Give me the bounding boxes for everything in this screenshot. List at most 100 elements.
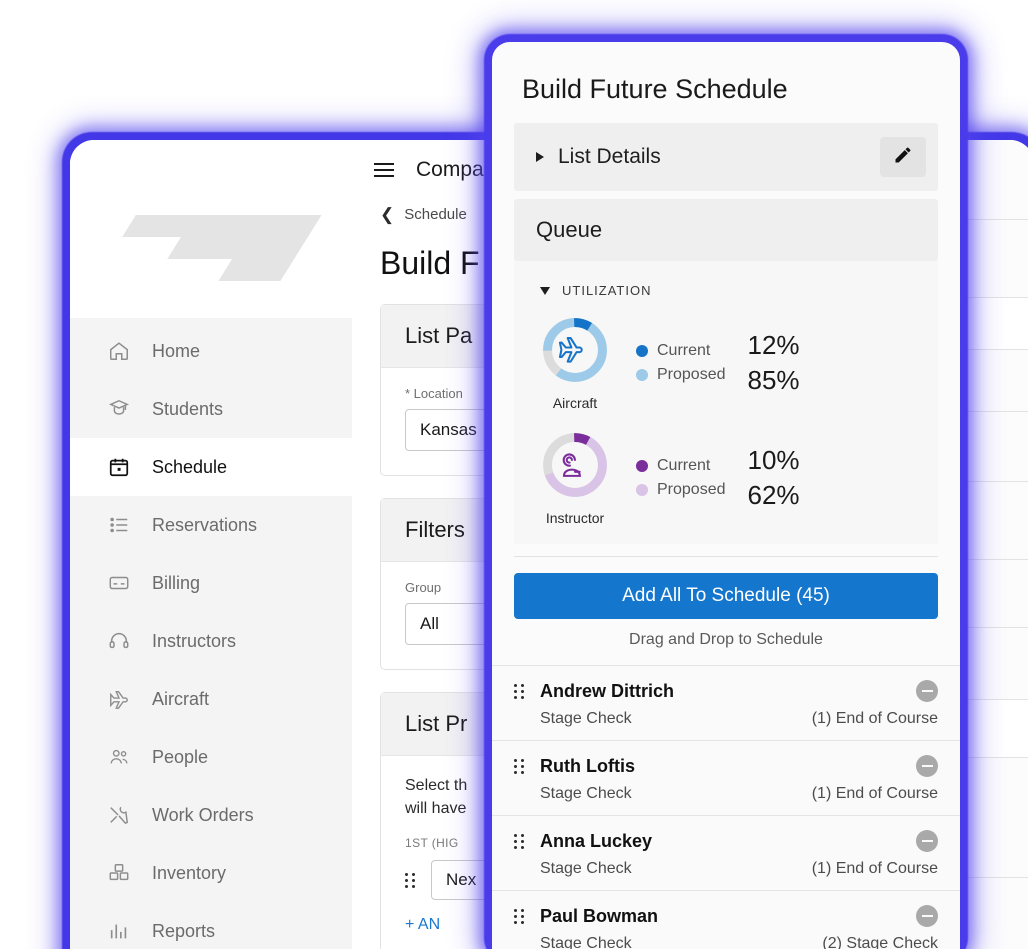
queue-item-subtitle: Stage Check <box>540 785 632 802</box>
pencil-icon <box>893 145 913 170</box>
queue-list-item[interactable]: Anna Luckey Stage Check (1) End of Cours… <box>492 815 960 890</box>
sidebar-item-label: Aircraft <box>152 688 210 709</box>
sidebar-item-home[interactable]: Home <box>70 322 352 380</box>
people-icon <box>108 746 130 768</box>
sidebar-item-label: Schedule <box>152 456 228 477</box>
aircraft-current-value: 12% <box>747 330 800 360</box>
queue-item-detail: (1) End of Course <box>811 710 938 727</box>
utilization-label: UTILIZATION <box>562 283 652 298</box>
divider <box>514 556 938 557</box>
page-title: Build F <box>380 245 480 281</box>
queue-item-detail: (1) End of Course <box>811 860 938 877</box>
minus-circle-icon[interactable] <box>916 680 938 702</box>
legend-label: Proposed <box>657 365 726 383</box>
utilization-row-aircraft: Aircraft Current Proposed 12% 85% <box>536 314 916 411</box>
drag-handle-icon[interactable] <box>514 833 526 849</box>
legend-dot-proposed <box>636 368 648 381</box>
headset-icon <box>108 630 130 652</box>
legend-label: Proposed <box>657 480 726 498</box>
queue-item-detail: (2) Stage Check <box>822 935 938 949</box>
sidebar-item-instructors[interactable]: Instructors <box>70 612 352 670</box>
queue-list-item[interactable]: Andrew Dittrich Stage Check (1) End of C… <box>492 665 960 740</box>
caret-right-icon[interactable] <box>536 152 544 162</box>
minus-circle-icon[interactable] <box>916 755 938 777</box>
minus-circle-icon[interactable] <box>916 830 938 852</box>
queue-item-name: Ruth Loftis <box>540 755 635 776</box>
list-icon <box>108 514 130 536</box>
drag-handle-icon[interactable] <box>514 758 526 774</box>
sidebar-item-people[interactable]: People <box>70 728 352 786</box>
location-field-label: * Location <box>405 386 463 401</box>
queue-item-subtitle: Stage Check <box>540 935 632 949</box>
build-future-schedule-panel: Build Future Schedule List Details Queue… <box>492 42 960 949</box>
boxes-icon <box>108 862 130 884</box>
queue-list-item[interactable]: Ruth Loftis Stage Check (1) End of Cours… <box>492 740 960 815</box>
bar-chart-icon <box>108 920 130 942</box>
utilization-section-header[interactable]: UTILIZATION <box>536 275 916 304</box>
sidebar-item-inventory[interactable]: Inventory <box>70 844 352 902</box>
sidebar-item-label: People <box>152 746 209 767</box>
caret-down-icon[interactable] <box>540 286 550 295</box>
legend-dot-proposed <box>636 483 648 496</box>
aircraft-legend: Current Proposed <box>636 342 726 384</box>
instructor-current-value: 10% <box>747 445 800 475</box>
sidebar: Home Students Schedule Reservations Bill <box>70 140 352 949</box>
group-field-label: Group <box>405 580 442 595</box>
add-priority-link[interactable]: + AN <box>405 916 441 934</box>
queue-item-name: Anna Luckey <box>540 830 653 851</box>
instructor-legend: Current Proposed <box>636 457 726 499</box>
legend-dot-current <box>636 459 648 472</box>
sidebar-item-work-orders[interactable]: Work Orders <box>70 786 352 844</box>
utilization-block: UTILIZATION Aircraft <box>514 261 938 544</box>
sidebar-item-label: Reservations <box>152 514 258 535</box>
sidebar-item-students[interactable]: Students <box>70 380 352 438</box>
sidebar-item-billing[interactable]: Billing <box>70 554 352 612</box>
minus-circle-icon[interactable] <box>916 905 938 927</box>
edit-list-button[interactable] <box>880 137 926 177</box>
graduate-icon <box>108 398 130 420</box>
sidebar-item-label: Work Orders <box>152 804 254 825</box>
sidebar-item-aircraft[interactable]: Aircraft <box>70 670 352 728</box>
drag-handle-icon[interactable] <box>514 683 526 699</box>
aircraft-utilization-donut <box>543 318 607 382</box>
priority-rank-label: 1ST (HIG <box>405 836 459 851</box>
legend-dot-current <box>636 344 648 357</box>
list-details-section-header[interactable]: List Details <box>514 123 938 191</box>
queue-list-item[interactable]: Paul Bowman Stage Check (2) Stage Check <box>492 890 960 949</box>
utilization-row-instructor: Instructor Current Proposed 10% 62% <box>536 429 916 526</box>
airplane-icon <box>108 688 130 710</box>
company-logo-icon <box>122 193 322 281</box>
aircraft-label: Aircraft <box>552 395 598 411</box>
instructor-utilization-donut <box>543 433 607 497</box>
drag-and-drop-note: Drag and Drop to Schedule <box>629 631 823 648</box>
home-icon <box>108 340 130 362</box>
priorities-desc-line2: will have <box>405 800 467 818</box>
instructor-label: Instructor <box>545 510 605 526</box>
legend-label: Current <box>657 341 711 359</box>
panel-title: Build Future Schedule <box>522 74 788 104</box>
sidebar-item-label: Billing <box>152 572 201 593</box>
aircraft-proposed-value: 85% <box>747 364 800 395</box>
drag-handle-icon[interactable] <box>514 908 526 924</box>
calendar-icon <box>108 456 130 478</box>
chevron-left-icon[interactable]: ❮ <box>380 205 395 224</box>
topbar: Compa <box>352 140 1028 200</box>
add-all-to-schedule-button[interactable]: Add All To Schedule (45) <box>514 573 938 619</box>
legend-label: Current <box>657 456 711 474</box>
drag-handle-icon[interactable] <box>405 872 417 889</box>
sidebar-item-reservations[interactable]: Reservations <box>70 496 352 554</box>
breadcrumb[interactable]: ❮ Schedule <box>352 206 1028 223</box>
instructor-proposed-value: 62% <box>747 479 800 510</box>
sidebar-item-label: Students <box>152 398 224 419</box>
priorities-desc-line1: Select th <box>405 777 468 794</box>
queue-item-detail: (1) End of Course <box>811 785 938 802</box>
queue-list: Andrew Dittrich Stage Check (1) End of C… <box>492 665 960 949</box>
logo <box>70 140 352 318</box>
sidebar-item-schedule[interactable]: Schedule <box>70 438 352 496</box>
list-details-label: List Details <box>558 145 661 168</box>
sidebar-item-label: Reports <box>152 920 216 941</box>
sidebar-item-reports[interactable]: Reports <box>70 902 352 949</box>
hamburger-menu-icon[interactable] <box>374 162 394 178</box>
topbar-title: Compa <box>416 158 484 181</box>
